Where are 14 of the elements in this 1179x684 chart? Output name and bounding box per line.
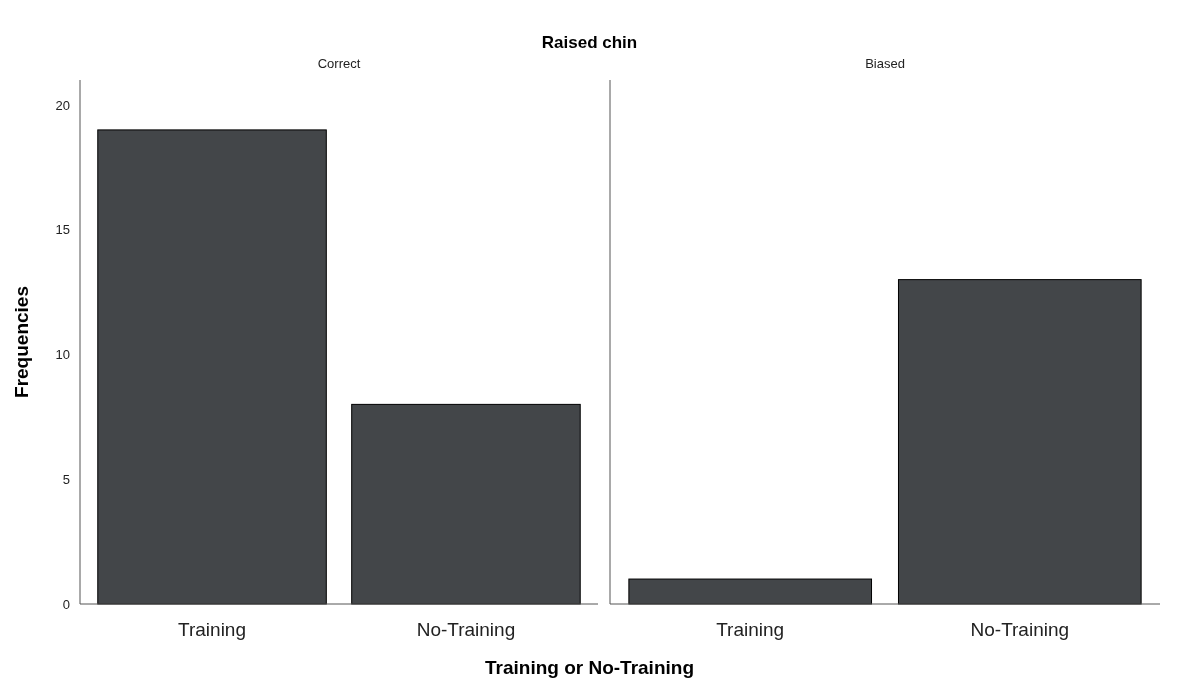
y-tick-label: 5 — [62, 471, 70, 487]
x-axis-title: Training or No-Training — [485, 657, 694, 678]
x-tick-label: Training — [178, 619, 247, 640]
chart-subtitle: Correct — [317, 56, 361, 71]
chart-subtitle: Biased — [865, 56, 905, 71]
x-tick-label: No-Training — [416, 619, 516, 640]
chart-title: Raised chin — [541, 33, 638, 52]
x-tick-label: No-Training — [970, 619, 1070, 640]
y-tick-label: 20 — [55, 97, 70, 113]
y-tick-label: 10 — [55, 347, 70, 363]
y-tick-label: 0 — [62, 596, 70, 612]
x-tick-label: Training — [716, 619, 785, 640]
y-axis-title: Frequencies — [11, 286, 32, 398]
y-tick-label: 15 — [55, 222, 70, 238]
